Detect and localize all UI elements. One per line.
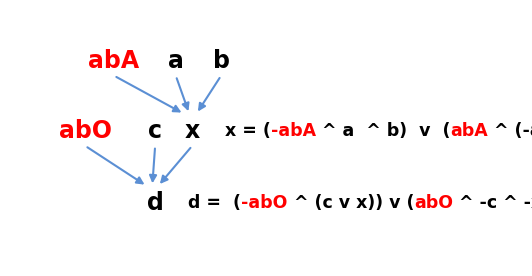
- Text: ^ (c v x)) v (: ^ (c v x)) v (: [287, 194, 414, 212]
- Text: abO: abO: [414, 194, 453, 212]
- Text: x = (: x = (: [225, 122, 271, 140]
- Text: -abA: -abA: [271, 122, 316, 140]
- Text: ^ -c ^ -x): ^ -c ^ -x): [453, 194, 532, 212]
- Text: -abO: -abO: [241, 194, 287, 212]
- Text: a: a: [168, 49, 184, 73]
- Text: abA: abA: [88, 49, 139, 73]
- Text: abO: abO: [59, 119, 112, 143]
- Text: x: x: [185, 119, 200, 143]
- Text: d =  (: d = (: [188, 194, 241, 212]
- Text: d: d: [147, 191, 163, 215]
- Text: ^ (-a v -b): ^ (-a v -b): [488, 122, 532, 140]
- Text: abA: abA: [451, 122, 488, 140]
- Text: b: b: [213, 49, 230, 73]
- Text: c: c: [148, 119, 162, 143]
- Text: ^ a  ^ b)  v  (: ^ a ^ b) v (: [316, 122, 451, 140]
